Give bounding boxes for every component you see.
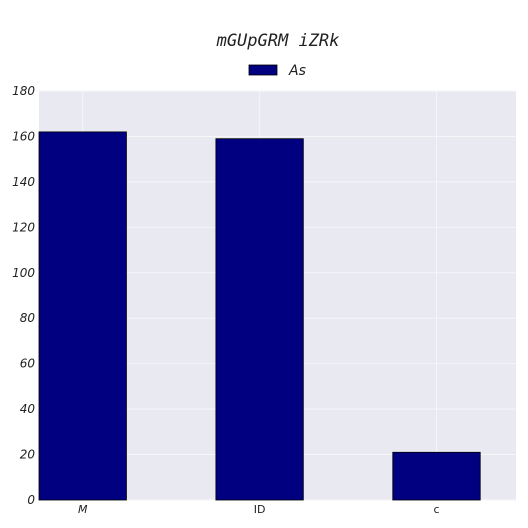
bar-c	[392, 451, 481, 501]
y-tick-label-0: 0	[27, 493, 35, 507]
bar-ID	[215, 138, 304, 501]
y-tick-label-160: 160	[12, 129, 35, 143]
legend-swatch	[248, 64, 278, 76]
x-axis: M ID c	[78, 503, 440, 516]
x-tick-label-c: c	[433, 503, 439, 516]
y-tick-label-100: 100	[12, 266, 35, 280]
y-tick-label-40: 40	[20, 402, 36, 416]
y-tick-label-20: 20	[20, 448, 36, 462]
y-tick-label-180: 180	[12, 84, 35, 98]
chart-title: mGUpGRM iZRk	[216, 31, 340, 51]
bars	[38, 131, 481, 501]
x-tick-label-ID: ID	[254, 503, 266, 516]
x-tick-label-M: M	[78, 503, 88, 516]
y-tick-label-60: 60	[20, 357, 36, 371]
legend: As	[248, 63, 306, 79]
y-tick-label-140: 140	[12, 175, 35, 189]
bar-M	[38, 131, 127, 501]
legend-label-as: As	[288, 63, 306, 79]
y-tick-label-80: 80	[20, 311, 36, 325]
y-axis: 0 20 40 60 80 100 120 140 160 180	[12, 84, 35, 507]
y-tick-label-120: 120	[12, 220, 35, 234]
